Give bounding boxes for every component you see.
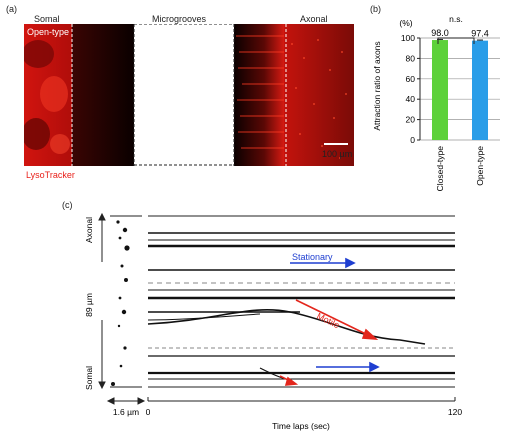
lysotracker-label: LysoTracker — [26, 170, 75, 180]
time-tick-start: 0 — [146, 407, 151, 417]
motile-label: Motile — [315, 311, 341, 331]
length-label: 89 µm — [84, 293, 94, 317]
lysotracker-micrograph — [24, 24, 354, 166]
motile-tracks — [147, 309, 426, 381]
bar-open-type — [472, 40, 488, 140]
y-tick-label: 80 — [406, 53, 416, 63]
x-category-label: Closed-type — [435, 146, 445, 192]
y-tick-label: 40 — [406, 94, 416, 104]
somal-end-label: Somal — [84, 366, 94, 390]
y-axis-title: Attraction ratio of axons — [372, 41, 382, 130]
stationary-tracks — [148, 232, 455, 380]
microgrooves-region-label: Microgrooves — [152, 14, 207, 24]
time-tick-end: 120 — [448, 407, 462, 417]
y-tick-label: 100 — [401, 33, 415, 43]
bar-closed-type — [432, 40, 448, 140]
y-unit-label: (%) — [399, 18, 412, 28]
width-label: 1.6 µm — [113, 407, 139, 417]
scale-bar-label: 100 µm — [322, 149, 353, 159]
kymograph-panel: Axonal 89 µm Somal — [84, 212, 462, 431]
channel-strip — [110, 215, 142, 388]
panel-a-letter: (a) — [6, 4, 17, 14]
axonal-end-label: Axonal — [84, 217, 94, 243]
bar-value-label: 97.4 — [471, 29, 489, 39]
attraction-ratio-chart: 0 20 40 60 80 100 98.0 Closed-type 97.4 Open-typ… — [372, 14, 500, 192]
y-tick-label: 20 — [406, 115, 416, 125]
axonal-region-label: Axonal — [300, 14, 328, 24]
width-arrow — [106, 397, 146, 405]
motile-arrows — [279, 299, 379, 386]
y-tick-label: 0 — [410, 135, 415, 145]
panel-c-letter: (c) — [62, 200, 73, 210]
significance-bracket — [437, 37, 475, 44]
significance-label: n.s. — [449, 14, 463, 24]
somal-region-label: Somal — [34, 14, 60, 24]
x-category-label: Open-type — [475, 146, 485, 186]
y-tick-label: 60 — [406, 74, 416, 84]
bar-value-label: 98.0 — [431, 28, 449, 38]
scale-bar — [324, 143, 348, 145]
stationary-arrows — [290, 257, 380, 373]
panel-b-letter: (b) — [370, 4, 381, 14]
time-axis-title: Time laps (sec) — [272, 421, 330, 431]
length-arrow — [98, 212, 106, 390]
open-type-label: Open-type — [27, 27, 70, 37]
stationary-label: Stationary — [292, 252, 333, 262]
